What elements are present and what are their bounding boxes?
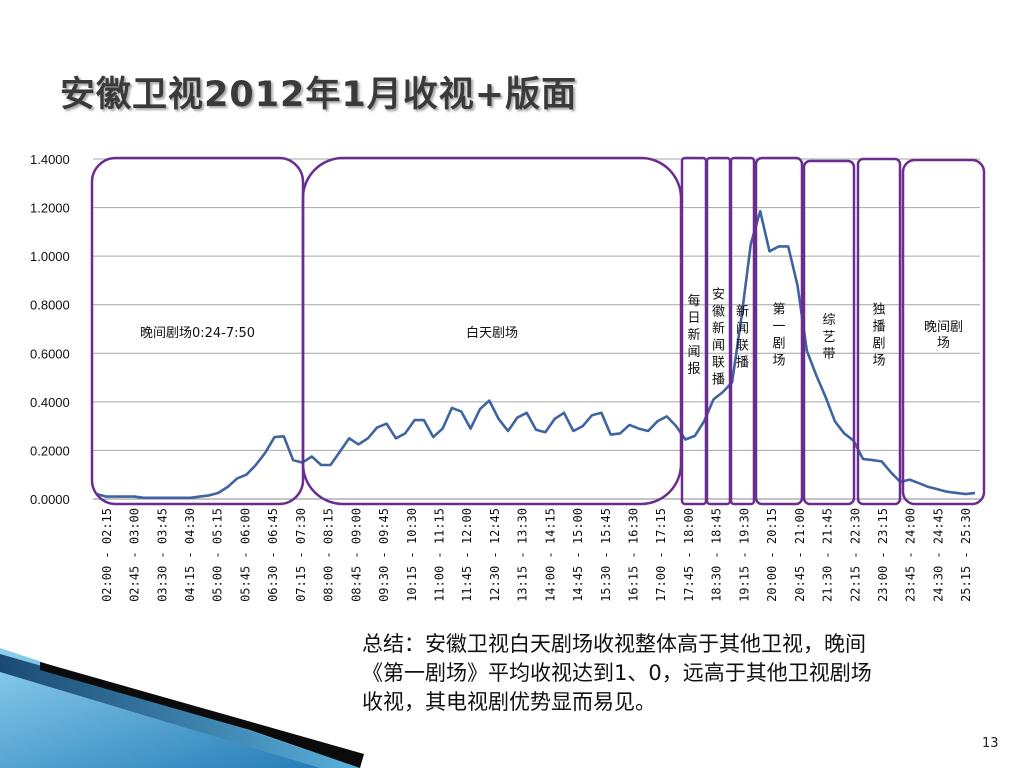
x-tick-label: 23:00 - 23:15 [876,508,890,602]
segment-label: 闻 [687,345,700,360]
y-tick-label: 1.2000 [30,201,70,216]
x-tick-label: 21:30 - 21:45 [821,508,835,602]
y-axis-tick-labels: 0.0000 0.2000 0.4000 0.6000 0.8000 1.0000 1.20… [30,152,70,507]
y-tick-label: 0.8000 [30,298,70,313]
segment-label: 场 [772,354,785,369]
x-tick-label: 15:30 - 15:45 [599,508,613,602]
x-tick-label: 11:00 - 11:15 [432,508,446,602]
summary-line: 收视，其电视剧优势显而易见。 [362,690,656,714]
viewership-line-chart: 0.0000 0.2000 0.4000 0.6000 0.8000 1.0000 1.20… [30,152,986,602]
segment-label: 白天剧场 [466,325,518,341]
y-tick-label: 1.4000 [30,152,70,167]
segment-label: 徽 [712,305,725,320]
x-tick-label: 06:30 - 06:45 [266,508,280,602]
x-tick-label: 09:30 - 09:45 [377,508,391,602]
y-tick-label: 0.6000 [30,346,70,361]
segment-label: 闻 [736,322,749,337]
x-tick-label: 11:45 - 12:00 [460,508,474,602]
x-tick-label: 08:45 - 09:00 [349,508,363,602]
summary-text: 总结：安徽卫视白天剧场收视整体高于其他卫视，晚间 《第一剧场》平均收视达到1、0… [362,630,992,717]
summary-line: 总结：安徽卫视白天剧场收视整体高于其他卫视，晚间 [362,632,866,656]
segment-label: 日 [687,311,700,326]
x-tick-label: 18:30 - 18:45 [710,508,724,602]
segment-label: 新 [712,321,725,337]
segment-label: 独 [872,303,885,318]
x-tick-label: 24:30 - 24:45 [931,508,945,602]
x-tick-label: 20:00 - 20:15 [765,508,779,602]
page-number: 13 [982,736,999,751]
x-tick-label: 07:15 - 07:30 [294,508,308,602]
segment-label: 场 [937,336,950,351]
x-tick-label: 17:00 - 17:15 [654,508,668,602]
x-tick-label: 25:15 - 25:30 [959,508,973,602]
x-tick-label: 05:00 - 05:15 [211,508,225,602]
x-tick-label: 05:45 - 06:00 [238,508,252,602]
x-tick-label: 13:15 - 13:30 [516,508,530,602]
y-tick-label: 1.0000 [30,249,70,264]
x-tick-label: 14:45 - 15:00 [571,508,585,602]
segment-label: 播 [736,356,749,371]
y-tick-label: 0.4000 [30,395,70,410]
segment-label: 播 [712,373,725,388]
segment-label: 场 [872,354,885,369]
segment-box [754,156,804,506]
x-tick-label: 10:15 - 10:30 [405,508,419,602]
segment-label: 晚间剧场0:24-7:50 [140,326,255,341]
x-tick-label: 16:15 - 16:30 [627,508,641,602]
y-tick-label: 0.2000 [30,443,70,458]
x-tick-label: 22:15 - 22:30 [848,508,862,602]
segment-label: 剧 [872,337,885,352]
x-tick-label: 02:45 - 03:00 [128,508,142,602]
segment-label: 每 [687,293,700,309]
segment-label: 报 [687,362,700,377]
x-axis-tick-labels: 02:00 - 02:15 02:45 - 03:00 03:30 - 03:45 0… [100,508,973,602]
segment-label: 综 [822,313,835,328]
segment-label: 晚间剧 [924,320,963,335]
segment-label: 一 [772,320,785,335]
x-tick-label: 03:30 - 03:45 [155,508,169,602]
x-tick-label: 04:15 - 04:30 [183,508,197,602]
x-tick-label: 23:45 - 24:00 [904,508,918,602]
x-tick-label: 12:30 - 12:45 [488,508,502,602]
x-tick-label: 19:15 - 19:30 [737,508,751,602]
y-tick-label: 0.0000 [30,492,70,507]
summary-line: 《第一剧场》平均收视达到1、0，远高于其他卫视剧场 [362,661,872,685]
segment-label: 联 [736,339,749,354]
series-line [96,209,976,500]
segment-label: 闻 [712,339,725,354]
segment-label: 带 [822,347,835,362]
segment-label: 第 [772,303,785,318]
series-line-path [96,209,976,500]
segment-label: 艺 [822,330,835,345]
segment-box [856,157,902,506]
page-title: 安徽卫视2012年1月收视+版面 [60,75,578,115]
segment-box [901,158,986,506]
x-tick-label: 14:00 - 14:15 [543,508,557,602]
x-tick-label: 08:00 - 08:15 [322,508,336,602]
program-segment-boxes: 晚间剧场0:24-7:50 白天剧场每日新闻报安徽新闻联播新闻联播第一剧场综艺带独… [90,156,986,506]
segment-label: 新 [687,327,700,343]
segment-label: 安 [712,288,725,303]
x-tick-label: 02:00 - 02:15 [100,508,114,602]
segment-label: 新 [736,304,749,320]
segment-box [802,159,856,506]
segment-label: 剧 [772,337,785,352]
segment-box [729,156,756,506]
segment-label: 播 [872,320,885,335]
x-tick-label: 20:45 - 21:00 [793,508,807,602]
segment-label: 联 [712,356,725,371]
x-tick-label: 17:45 - 18:00 [682,508,696,602]
